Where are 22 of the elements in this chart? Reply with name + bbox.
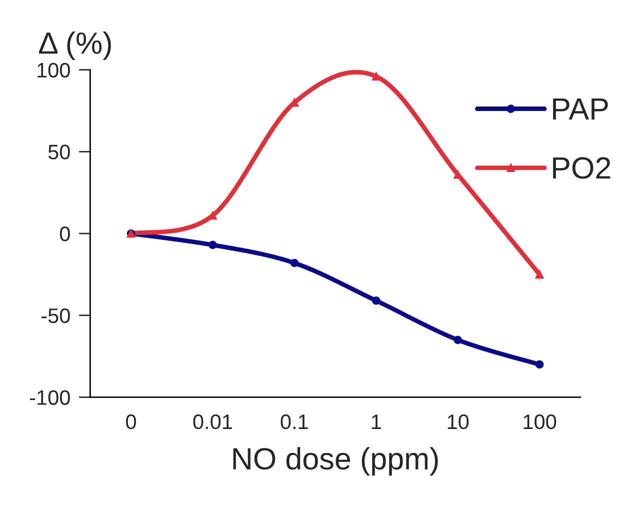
point	[535, 270, 544, 279]
point	[454, 336, 462, 344]
point	[208, 240, 217, 250]
y-tick-label: 100	[38, 62, 70, 78]
y-axis-title: Δ (%)	[39, 32, 111, 60]
x-tick-label: 0	[126, 414, 136, 430]
y-tick-label: 50	[48, 144, 70, 160]
y-tick-label: 0	[60, 226, 70, 242]
y-tick-label: -50	[42, 308, 70, 324]
legend-label: PO2	[553, 157, 610, 179]
point	[372, 296, 380, 305]
x-axis-title: NO dose (ppm)	[233, 447, 438, 476]
x-tick-label: 100	[524, 414, 556, 430]
point	[372, 72, 380, 81]
x-tick-label: 10	[448, 414, 469, 430]
point	[535, 360, 544, 369]
x-tick-label: 0.01	[193, 414, 232, 430]
x-tick-label: 0.1	[280, 414, 308, 430]
y-tick-label: -100	[30, 390, 70, 405]
point	[290, 258, 299, 268]
x-tick-label: 1	[372, 414, 381, 429]
legend-label: PAP	[553, 98, 608, 120]
